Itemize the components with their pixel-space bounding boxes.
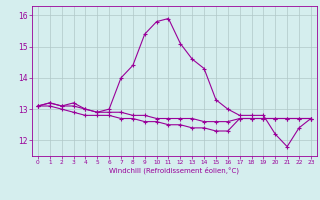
X-axis label: Windchill (Refroidissement éolien,°C): Windchill (Refroidissement éolien,°C)	[109, 167, 239, 174]
